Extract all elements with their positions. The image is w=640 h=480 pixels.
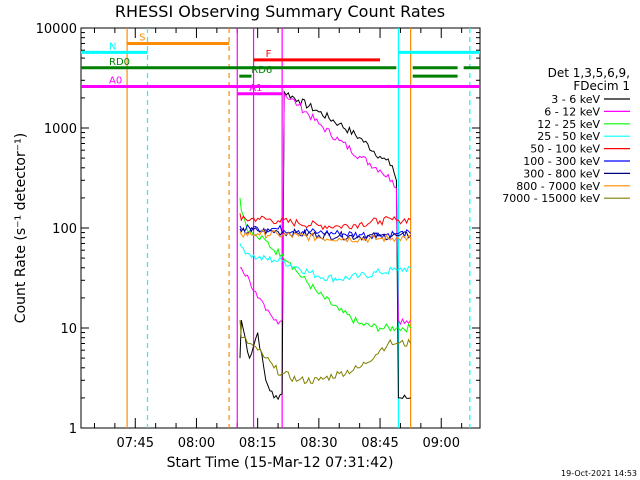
chart-title: RHESSI Observing Summary Count Rates <box>115 2 445 21</box>
legend-header-2: FDecim 1 <box>573 79 630 93</box>
flag-label: A1 <box>249 83 262 94</box>
tick-labels: 1 10 100 1000 10000 07:45 08:00 08:15 08:30 08:45… <box>36 22 460 451</box>
x-tick-label: 08:30 <box>300 436 337 451</box>
axis-ticks <box>81 27 480 429</box>
series-line-12-25keV <box>239 197 412 333</box>
y-tick-label: 1000 <box>44 122 77 137</box>
flag-label: RD6 <box>251 65 272 76</box>
y-tick-label: 10 <box>60 322 77 337</box>
flag-label: F <box>266 49 272 60</box>
x-tick-label: 08:00 <box>178 436 215 451</box>
legend-label: 800 - 7000 keV <box>516 180 600 193</box>
x-axis-label: Start Time (15-Mar-12 07:31:42) <box>167 455 394 471</box>
y-axis-label: Count Rate (s⁻¹ detector⁻¹) <box>13 133 29 323</box>
flag-label: A0 <box>109 76 122 87</box>
y-tick-label: 10000 <box>36 22 77 37</box>
legend-label: 50 - 100 keV <box>530 143 600 156</box>
legend-header-1: Det 1,3,5,6,9, <box>548 66 630 80</box>
legend-label: 25 - 50 keV <box>537 130 600 143</box>
y-tick-label: 100 <box>52 222 77 237</box>
legend-label: 7000 - 15000 keV <box>502 192 600 205</box>
legend-label: 100 - 300 keV <box>523 155 600 168</box>
series-line-800-7000keV <box>239 229 411 244</box>
series-line-25-50keV <box>239 243 411 284</box>
series-lines <box>239 90 412 401</box>
flag-lines: S N F RD0 RD6 A0 A1 <box>81 32 480 96</box>
legend-label: 6 - 12 keV <box>544 105 600 118</box>
flag-label: N <box>109 41 116 52</box>
x-tick-label: 09:00 <box>423 436 460 451</box>
generated-timestamp: 19-Oct-2021 14:53 <box>561 469 637 478</box>
series-line-50-100keV <box>239 213 411 231</box>
x-tick-label: 07:45 <box>117 436 154 451</box>
legend-label: 3 - 6 keV <box>551 93 600 106</box>
series-line-3-6keV <box>239 90 411 401</box>
x-tick-label: 08:45 <box>361 436 398 451</box>
legend-label: 300 - 800 keV <box>523 167 600 180</box>
y-tick-label: 1 <box>69 422 77 437</box>
flag-label: S <box>139 32 145 43</box>
legend-label: 12 - 25 keV <box>537 118 600 131</box>
flag-label: RD0 <box>109 57 130 68</box>
x-tick-label: 08:15 <box>239 436 276 451</box>
series-line-6-12keV <box>240 92 412 326</box>
series-line-300-800keV <box>239 226 411 242</box>
series-line-7000-15000keV <box>239 320 412 385</box>
